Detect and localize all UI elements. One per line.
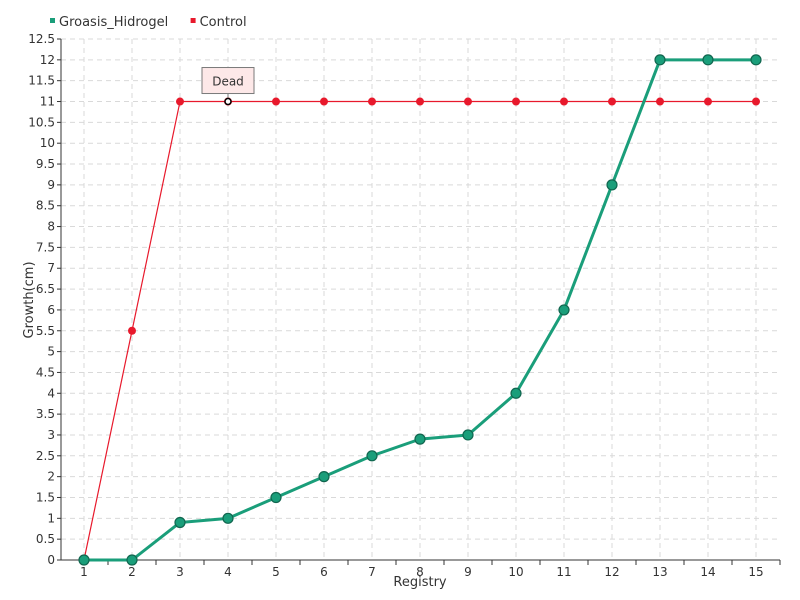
data-point-control[interactable] (368, 97, 376, 106)
y-tick-label: 3.5 (36, 407, 55, 421)
x-tick-label: 3 (176, 565, 184, 579)
annotations: Dead (201, 67, 255, 106)
x-tick-label: 4 (224, 565, 232, 579)
data-point-groasis-hidrogel[interactable] (366, 450, 378, 462)
y-tick-label: 0.5 (36, 532, 55, 546)
data-point-groasis-hidrogel[interactable] (702, 54, 714, 66)
x-tick-label: 10 (508, 565, 523, 579)
data-point-control[interactable] (464, 97, 472, 106)
data-point-groasis-hidrogel[interactable] (270, 491, 282, 504)
y-tick-label: 5.5 (36, 324, 55, 338)
data-point-groasis-hidrogel[interactable] (174, 516, 186, 529)
x-tick-label: 2 (128, 565, 136, 579)
data-point-control[interactable] (512, 97, 520, 106)
x-tick-label: 8 (416, 565, 424, 579)
y-tick-label: 8.5 (36, 199, 55, 213)
y-tick-label: 5 (47, 345, 55, 359)
x-tick-label: 6 (320, 565, 328, 579)
legend-item[interactable]: Groasis_Hidrogel (50, 15, 168, 30)
data-point-groasis-hidrogel[interactable] (750, 54, 762, 66)
data-point-control[interactable] (752, 97, 760, 106)
y-tick-label: 0 (47, 553, 55, 567)
axes: 00.511.522.533.544.555.566.577.588.599.5… (28, 32, 781, 579)
annotation-label: Dead (212, 75, 244, 89)
x-tick-label: 7 (368, 565, 376, 579)
data-point-control[interactable] (272, 97, 280, 106)
x-tick-label: 11 (556, 565, 571, 579)
data-point-groasis-hidrogel[interactable] (462, 429, 474, 441)
y-tick-label: 11.5 (28, 74, 55, 88)
data-point-control[interactable] (128, 326, 136, 335)
y-axis-title: Growth(cm) (22, 261, 37, 338)
legend[interactable]: Groasis_Hidrogel Control (50, 15, 247, 30)
data-point-groasis-hidrogel[interactable] (414, 433, 426, 445)
y-tick-label: 4 (47, 386, 55, 400)
y-tick-label: 4.5 (36, 365, 55, 379)
y-tick-label: 1.5 (36, 490, 55, 504)
y-tick-label: 6.5 (36, 282, 55, 296)
legend-label: Groasis_Hidrogel (59, 15, 168, 30)
y-tick-label: 7.5 (36, 240, 55, 254)
legend-swatch (190, 18, 196, 23)
data-point-control[interactable] (176, 97, 184, 106)
data-point-control[interactable] (704, 97, 712, 106)
x-tick-label: 15 (748, 565, 763, 579)
data-point-control[interactable] (608, 97, 616, 106)
y-tick-label: 7 (47, 261, 55, 275)
x-tick-label: 9 (464, 565, 472, 579)
data-point-groasis-hidrogel[interactable] (126, 554, 138, 566)
data-point-control[interactable] (656, 97, 664, 106)
y-tick-label: 2.5 (36, 449, 55, 463)
annotation-box (201, 67, 255, 95)
x-tick-label: 5 (272, 565, 280, 579)
data-point-groasis-hidrogel[interactable] (654, 54, 666, 66)
x-tick-label: 1 (80, 565, 88, 579)
y-tick-label: 10 (40, 136, 55, 150)
data-point-control[interactable] (320, 97, 328, 106)
data-point-groasis-hidrogel[interactable] (222, 512, 234, 524)
data-point-groasis-hidrogel[interactable] (318, 471, 330, 483)
y-tick-label: 3 (47, 428, 55, 442)
y-tick-label: 2 (47, 470, 55, 484)
x-tick-label: 14 (700, 565, 715, 579)
y-tick-label: 8 (47, 220, 55, 234)
legend-swatch (50, 18, 55, 23)
x-tick-label: 13 (652, 565, 667, 579)
y-tick-label: 1 (47, 511, 55, 525)
data-point-groasis-hidrogel[interactable] (78, 554, 90, 566)
data-point-control[interactable] (560, 97, 568, 106)
series (78, 54, 762, 566)
legend-item[interactable]: Control (190, 15, 247, 30)
x-axis-title: Registry (393, 575, 447, 590)
y-tick-label: 6 (47, 303, 55, 317)
x-tick-label: 12 (604, 565, 619, 579)
y-tick-label: 12.5 (28, 32, 55, 46)
data-point-control[interactable] (416, 97, 424, 106)
y-tick-label: 10.5 (28, 115, 55, 129)
data-point-groasis-hidrogel[interactable] (606, 179, 618, 191)
y-tick-label: 9.5 (36, 157, 55, 171)
y-tick-label: 9 (47, 178, 55, 192)
grid (61, 38, 780, 560)
data-point-groasis-hidrogel[interactable] (510, 387, 522, 399)
y-tick-label: 11 (40, 95, 55, 109)
legend-label: Control (200, 15, 247, 30)
annotation-marker (224, 97, 232, 106)
data-point-groasis-hidrogel[interactable] (558, 304, 570, 316)
y-tick-label: 12 (40, 53, 55, 67)
